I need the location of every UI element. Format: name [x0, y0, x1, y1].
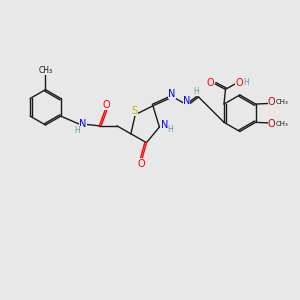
Text: N: N: [183, 96, 190, 106]
Text: O: O: [235, 78, 243, 88]
Text: N: N: [79, 119, 87, 129]
Text: O: O: [268, 119, 276, 129]
Text: H: H: [168, 125, 173, 134]
Text: H: H: [243, 78, 249, 87]
Text: O: O: [207, 78, 214, 88]
Text: S: S: [132, 106, 138, 116]
Text: CH₃: CH₃: [38, 66, 52, 75]
Text: H: H: [194, 87, 199, 96]
Text: O: O: [138, 158, 145, 169]
Text: O: O: [268, 97, 276, 107]
Text: CH₃: CH₃: [276, 99, 289, 105]
Text: N: N: [168, 89, 176, 99]
Text: H: H: [75, 126, 80, 135]
Text: N: N: [161, 120, 168, 130]
Text: CH₃: CH₃: [276, 121, 289, 127]
Text: O: O: [102, 100, 110, 110]
